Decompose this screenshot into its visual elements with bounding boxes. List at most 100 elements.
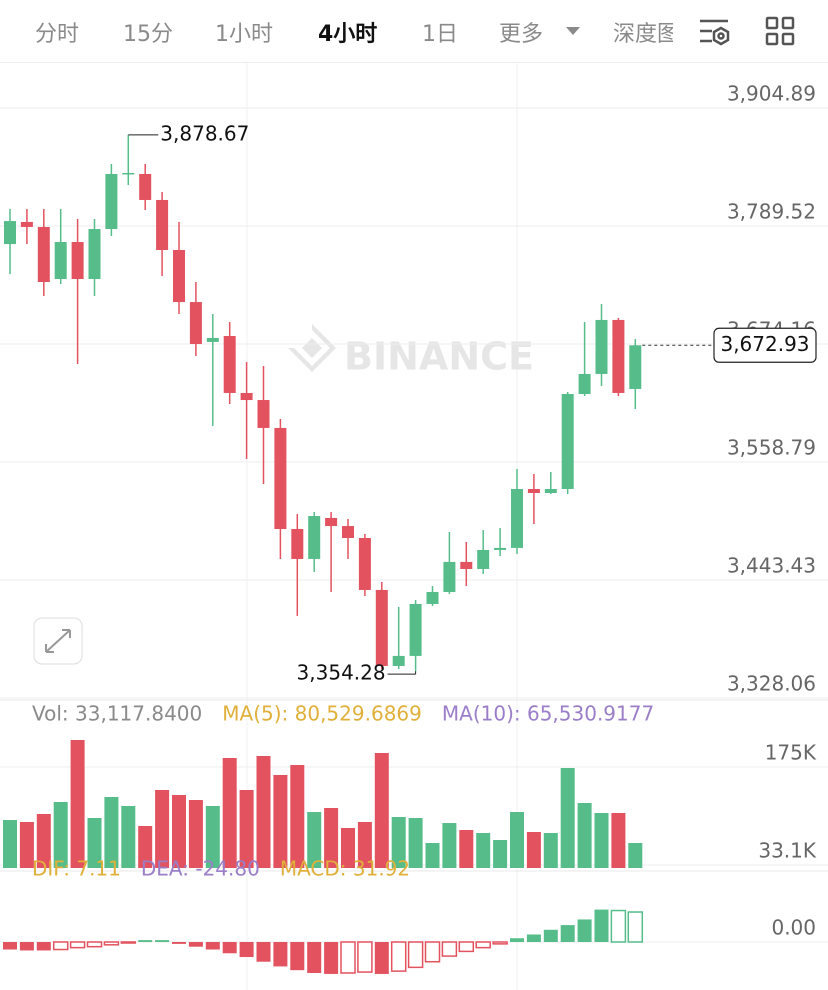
bar [86, 941, 103, 948]
y-tick-label: 3,789.52 [727, 200, 816, 224]
bar [290, 765, 305, 868]
candle-body [156, 199, 169, 250]
tab-bar: 分时 15分 1小时 4小时 1日 更多 深度图 [0, 0, 828, 63]
bar [87, 818, 102, 868]
legend-entry: MA(10): 65,530.9177 [442, 702, 654, 726]
bar [19, 822, 34, 868]
candle-body [223, 336, 236, 393]
candle-body [325, 517, 338, 527]
dropdown-arrow [566, 27, 580, 35]
candle-body [54, 242, 67, 280]
legend-entry: MA(5): 80,529.6869 [222, 702, 422, 726]
tab[interactable]: 更多 [499, 22, 544, 47]
layout-icon[interactable] [765, 16, 795, 46]
bar [560, 925, 575, 942]
tab[interactable]: 分时 [35, 22, 80, 47]
candle-body [20, 221, 33, 227]
bar [256, 756, 271, 868]
annotation: 3,878.67 [160, 121, 249, 145]
tab[interactable]: 1小时 [215, 22, 273, 47]
last-price-box [713, 327, 817, 363]
y-tick-label: 3,443.43 [727, 554, 816, 578]
bar [69, 941, 86, 949]
settings-icon[interactable] [700, 19, 730, 46]
y-tick-label: 0.00 [771, 915, 816, 939]
candle-body [308, 516, 321, 559]
bar [610, 909, 627, 943]
bar [611, 813, 626, 868]
bar [628, 843, 643, 868]
annotation: 3,354.28 [297, 661, 386, 685]
bar [391, 817, 406, 868]
candle-body [105, 173, 118, 230]
bar [205, 806, 220, 868]
bar [390, 941, 407, 972]
bar [476, 833, 491, 868]
bar [188, 941, 203, 947]
bar [239, 790, 254, 868]
candle-body [460, 561, 473, 569]
bar [374, 753, 389, 868]
candle-body [274, 427, 287, 529]
candle-body [527, 489, 540, 493]
bar [408, 818, 423, 868]
y-tick-label: 3,904.89 [727, 82, 816, 106]
bar [103, 941, 120, 946]
bar [307, 812, 322, 868]
watermark-text: BINANCE [344, 335, 534, 379]
bar [407, 941, 424, 969]
candle-body [240, 392, 253, 401]
candle-body [494, 547, 507, 550]
bar [475, 941, 491, 949]
candle-body [358, 537, 371, 590]
bar [172, 795, 186, 868]
bar [340, 941, 356, 974]
bar [627, 911, 644, 943]
y-tick-label: 175K [765, 741, 817, 765]
candle-body [629, 345, 642, 389]
bar [188, 800, 203, 868]
candle-body [4, 221, 16, 245]
candle-body [71, 242, 84, 280]
bar [70, 740, 85, 868]
bar [307, 941, 322, 973]
candle-body [37, 226, 50, 282]
bar [594, 909, 609, 942]
bar [526, 934, 541, 942]
candle-body [189, 302, 202, 344]
expand-button[interactable] [33, 617, 83, 665]
tab[interactable]: 15分 [123, 22, 173, 47]
bar [121, 806, 136, 868]
bar [442, 823, 457, 868]
bar [510, 938, 524, 942]
bar [492, 941, 508, 945]
candle-body [578, 373, 591, 394]
candle-body [206, 337, 219, 342]
bar [36, 814, 51, 868]
tab[interactable]: 1日 [422, 22, 458, 47]
candle-body [122, 172, 135, 175]
bar [510, 812, 524, 868]
bar [104, 797, 119, 868]
y-tick-label: 3,328.06 [727, 672, 816, 696]
bar [425, 843, 440, 868]
candle-body [88, 229, 101, 280]
bar [222, 941, 237, 954]
bar [357, 822, 372, 868]
bar [155, 940, 170, 942]
candle-body [257, 400, 270, 428]
y-tick-label: 33.1K [758, 839, 817, 863]
bar [357, 941, 373, 973]
candle-body [409, 603, 422, 656]
tab[interactable]: 深度图 [613, 16, 673, 48]
legend-entry: Vol: 33,117.8400 [32, 702, 202, 726]
bar [577, 803, 592, 868]
bar [273, 775, 288, 868]
legend-entry: MACD: 31.92 [280, 857, 410, 881]
chart: BINANCE 3,904.893,789.523,674.163,558.79… [0, 62, 828, 990]
tab[interactable]: 4小时 [318, 22, 378, 47]
legend-entry: DIF: 7.11 [32, 857, 121, 881]
bar [138, 940, 153, 942]
bar [543, 833, 558, 868]
